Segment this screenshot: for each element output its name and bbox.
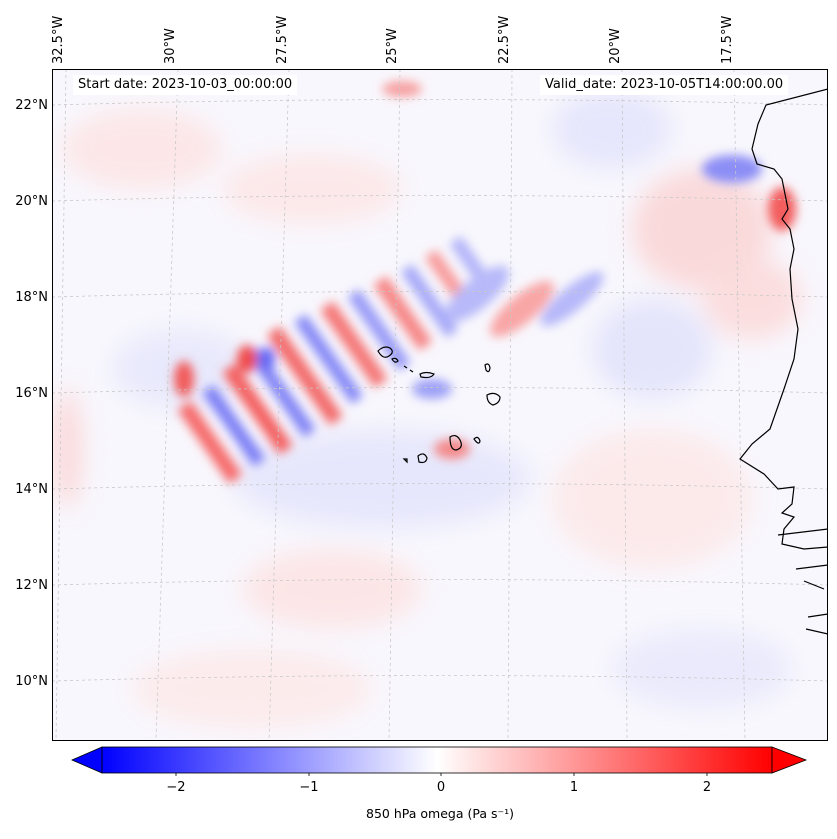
start-date-label: Start date: 2023-10-03_00:00:00 <box>73 75 298 95</box>
lon-label-22-5w: 22.5°W <box>497 15 512 64</box>
colorbar-tick-2: 2 <box>702 780 712 795</box>
colorbar-tick-neg2: −2 <box>166 780 186 795</box>
lat-label-16n: 16°N <box>15 386 48 401</box>
lat-label-14n: 14°N <box>15 482 48 497</box>
lon-label-17-5w: 17.5°W <box>720 15 735 64</box>
lat-label-12n: 12°N <box>15 578 48 593</box>
lon-label-20w: 20°W <box>608 28 623 64</box>
lon-label-25w: 25°W <box>385 28 400 64</box>
lon-label-27-5w: 27.5°W <box>275 15 290 64</box>
colorbar <box>70 746 808 776</box>
valid-date-label: Valid_date: 2023-10-05T14:00:00.00 <box>540 75 789 95</box>
lat-label-22n: 22°N <box>15 98 48 113</box>
lat-label-10n: 10°N <box>15 674 48 689</box>
lon-label-32-5w: 32.5°W <box>51 15 66 64</box>
colorbar-tick-neg1: −1 <box>299 780 319 795</box>
african-coastline <box>739 88 828 635</box>
lat-label-20n: 20°N <box>15 194 48 209</box>
colorbar-tick-0: 0 <box>436 780 446 795</box>
lon-label-30w: 30°W <box>163 28 178 64</box>
cape-verde-islands <box>377 346 501 464</box>
colorbar-tick-1: 1 <box>569 780 579 795</box>
omega-map <box>52 69 828 741</box>
omega-wave-bands <box>174 81 796 484</box>
graticule <box>52 69 828 741</box>
lat-label-18n: 18°N <box>15 290 48 305</box>
colorbar-label: 850 hPa omega (Pa s⁻¹) <box>366 806 514 821</box>
